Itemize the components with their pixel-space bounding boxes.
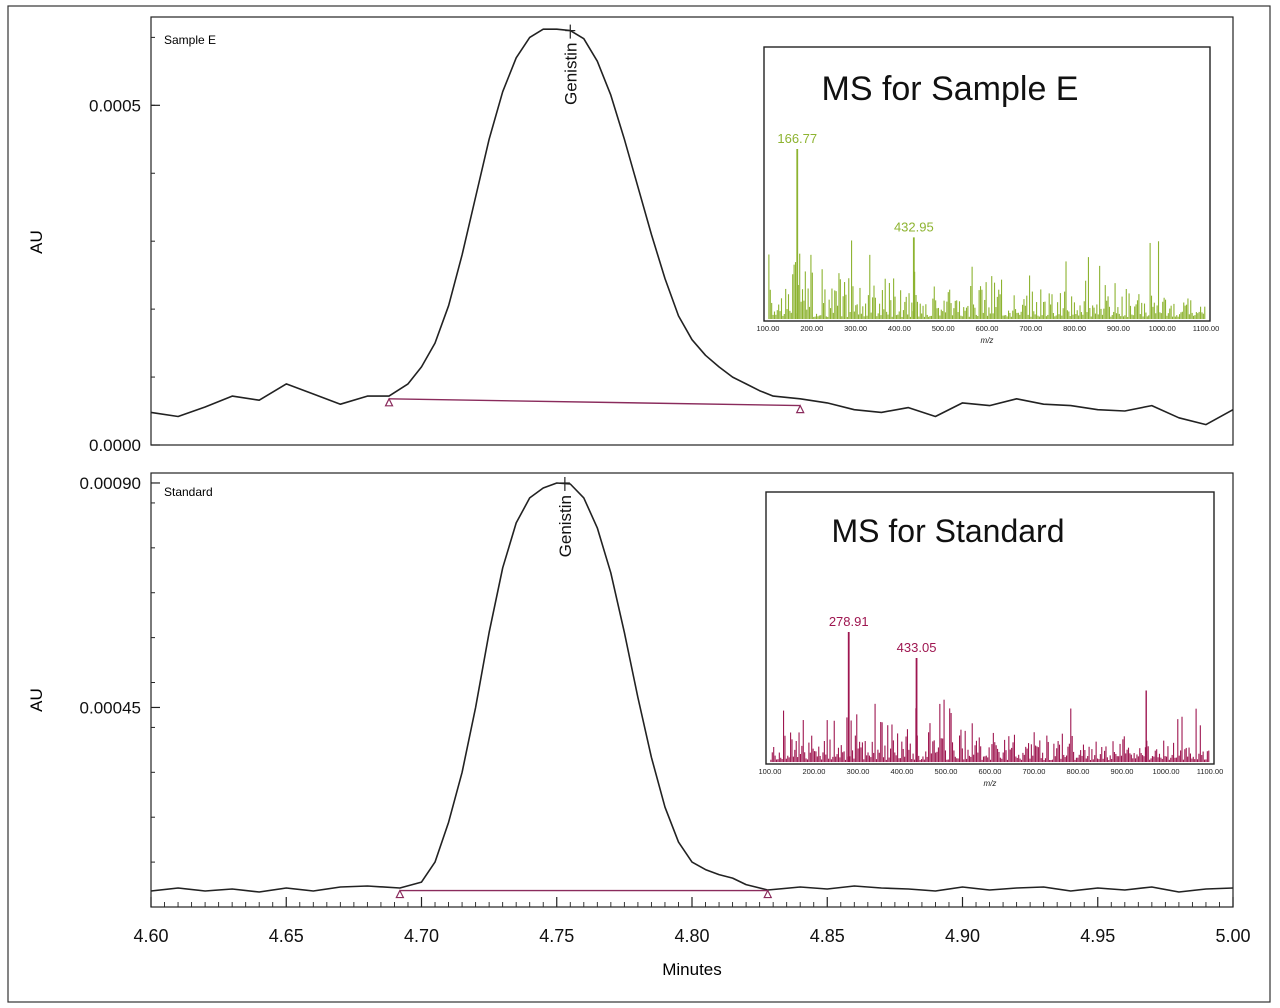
inset-tick-label: 600.00 bbox=[976, 324, 999, 333]
inset-tick-label: 500.00 bbox=[935, 767, 958, 776]
inset-tick-label: 400.00 bbox=[891, 767, 914, 776]
ms-peak-label: 278.91 bbox=[829, 614, 869, 629]
peak-annotation: Genistin bbox=[556, 476, 575, 557]
x-tick-label: 4.75 bbox=[539, 926, 574, 946]
x-tick-label: 5.00 bbox=[1215, 926, 1250, 946]
inset-title: MS for Standard bbox=[832, 513, 1065, 549]
inset-tick-label: 300.00 bbox=[844, 324, 867, 333]
x-tick-label: 4.70 bbox=[404, 926, 439, 946]
inset-x-label: m/z bbox=[981, 336, 994, 345]
inset-tick-label: 100.00 bbox=[759, 767, 782, 776]
plot-frame bbox=[150, 16, 1234, 446]
panel-label: Standard bbox=[164, 485, 213, 499]
peak-annotation: Genistin bbox=[561, 24, 580, 105]
inset-tick-label: 100.00 bbox=[757, 324, 780, 333]
inset-tick-label: 900.00 bbox=[1111, 767, 1134, 776]
y-axis-label: AU bbox=[27, 230, 46, 254]
inset-tick-label: 1000.00 bbox=[1149, 324, 1176, 333]
inset-tick-label: 800.00 bbox=[1067, 767, 1090, 776]
baseline-marker bbox=[795, 404, 805, 414]
y-axis-label: AU bbox=[27, 688, 46, 712]
inset-title: MS for Sample E bbox=[822, 70, 1079, 108]
inset-tick-label: 400.00 bbox=[888, 324, 911, 333]
inset-frame bbox=[763, 46, 1211, 322]
trace-group bbox=[150, 482, 1234, 899]
y-axis: 0.00045 0.00090 bbox=[80, 474, 160, 908]
panel-sample-e: Sample E AU 0.0000 0.0005 Genistin MS for… bbox=[27, 16, 1234, 455]
ms-peak-label: 166.77 bbox=[777, 131, 817, 146]
inset-tick-label: 200.00 bbox=[800, 324, 823, 333]
peak-label: Genistin bbox=[556, 495, 575, 557]
integration-baseline bbox=[389, 398, 801, 407]
peak-label: Genistin bbox=[561, 43, 580, 105]
outer-frame bbox=[7, 5, 1271, 1003]
x-tick-label: 4.60 bbox=[133, 926, 168, 946]
ms-inset: MS for Sample E 166.77 432.95 100.00 200.00 3… bbox=[757, 46, 1220, 345]
inset-tick-label: 200.00 bbox=[803, 767, 826, 776]
inset-tick-label: 1100.00 bbox=[1197, 767, 1224, 776]
panel-label: Sample E bbox=[164, 33, 216, 47]
inset-tick-label: 700.00 bbox=[1019, 324, 1042, 333]
inset-tick-label: 600.00 bbox=[979, 767, 1002, 776]
y-tick-label: 0.0000 bbox=[89, 436, 141, 455]
trace-group bbox=[150, 28, 1234, 426]
inset-tick-label: 700.00 bbox=[1023, 767, 1046, 776]
baseline-marker bbox=[763, 889, 773, 899]
x-tick-label: 4.95 bbox=[1080, 926, 1115, 946]
ms-peak-label: 432.95 bbox=[894, 219, 934, 234]
x-tick-label: 4.90 bbox=[945, 926, 980, 946]
baseline-marker bbox=[395, 889, 405, 899]
y-tick-label: 0.00045 bbox=[80, 698, 141, 717]
y-tick-label: 0.00090 bbox=[80, 474, 141, 493]
inset-tick-label: 1100.00 bbox=[1193, 324, 1220, 333]
ms-peak-label: 433.05 bbox=[897, 640, 937, 655]
x-tick-label: 4.80 bbox=[674, 926, 709, 946]
inset-frame bbox=[765, 491, 1215, 765]
y-tick-label: 0.0005 bbox=[89, 96, 141, 115]
x-axis: 4.60 4.65 4.70 4.75 4.80 4.85 4.90 4.95 5.00 bbox=[133, 897, 1251, 946]
x-axis-label: Minutes bbox=[662, 960, 722, 979]
inset-tick-label: 500.00 bbox=[932, 324, 955, 333]
inset-tick-label: 300.00 bbox=[847, 767, 870, 776]
inset-tick-label: 800.00 bbox=[1063, 324, 1086, 333]
inset-tick-label: 900.00 bbox=[1107, 324, 1130, 333]
chromatogram-trace bbox=[150, 28, 1234, 426]
x-tick-label: 4.85 bbox=[810, 926, 845, 946]
panel-standard: Standard AU 0.00045 0.00090 Genistin MS f… bbox=[27, 472, 1234, 908]
chromatogram-trace bbox=[150, 482, 1234, 893]
ms-inset: MS for Standard 278.91 433.05 100.00 200.00 3… bbox=[759, 491, 1224, 788]
y-axis: 0.0000 0.0005 bbox=[89, 36, 160, 455]
inset-x-label: m/z bbox=[984, 779, 997, 788]
baseline-marker bbox=[384, 397, 394, 407]
inset-tick-label: 1000.00 bbox=[1152, 767, 1179, 776]
x-tick-label: 4.65 bbox=[269, 926, 304, 946]
